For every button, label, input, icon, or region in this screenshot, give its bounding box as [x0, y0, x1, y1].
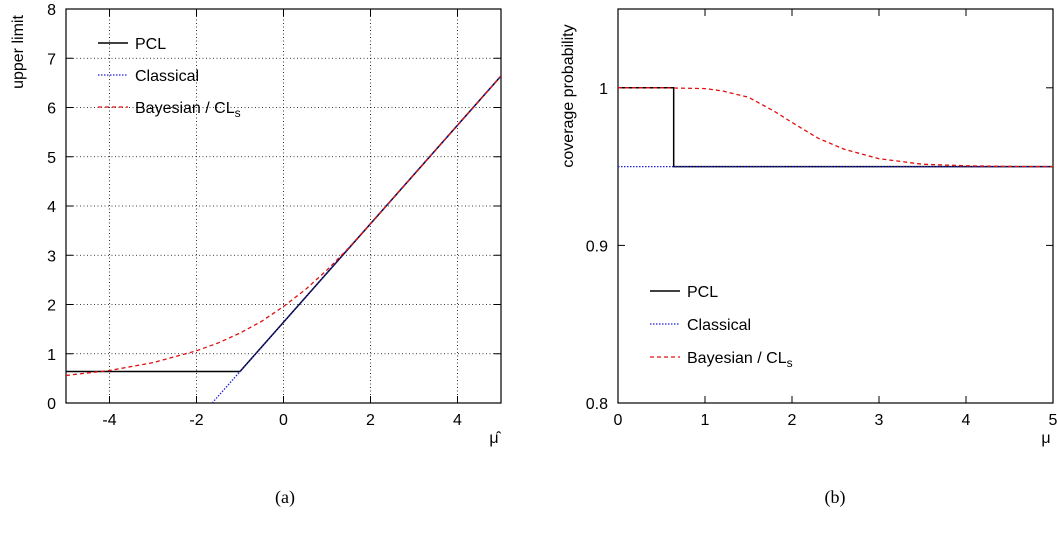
series-line-pcl — [618, 87, 1053, 168]
y-tick-label: 6 — [47, 101, 56, 118]
x-tick-label: 0 — [279, 412, 288, 429]
x-tick-label: 0 — [614, 412, 623, 429]
y-tick-label: 0 — [47, 396, 56, 413]
x-tick-label: -2 — [189, 412, 203, 429]
legend-label: Bayesian / CLs — [687, 350, 793, 370]
legend-label: Bayesian / CLs — [135, 100, 241, 120]
y-tick-label: 5 — [47, 150, 56, 167]
y-tick-label: 1 — [599, 81, 608, 98]
plot-frame — [617, 8, 1054, 404]
x-tick-label: 5 — [1049, 412, 1057, 429]
y-tick-label: 2 — [47, 298, 56, 315]
y-tick-label: 4 — [47, 199, 56, 216]
y-tick-label: 7 — [47, 51, 56, 68]
series-line-bayesian-cl-s — [66, 75, 501, 377]
x-tick-label: 3 — [875, 412, 884, 429]
legend: PCL Classical Bayesian / CLs — [650, 284, 793, 370]
legend: PCL Classical Bayesian / CLs — [98, 36, 241, 120]
x-tick-label: 1 — [701, 412, 710, 429]
legend-label: PCL — [687, 284, 718, 301]
y-tick-label: 0.9 — [586, 238, 608, 255]
x-tick-label: 2 — [366, 412, 375, 429]
y-tick-label: 8 — [47, 2, 56, 19]
x-tick-label: 4 — [453, 412, 462, 429]
legend-label: Classical — [687, 317, 751, 334]
y-tick-label: 0.8 — [586, 396, 608, 413]
x-tick-label: -4 — [102, 412, 116, 429]
series-line-pcl — [66, 75, 501, 373]
panel-a-chart: -4 -2 0 2 4 0 1 2 3 4 5 6 7 8 PCL Classical Bayesian / C… — [10, 2, 502, 508]
panel-caption: (a) — [275, 487, 295, 508]
y-axis-label: coverage probability — [560, 24, 577, 167]
x-tick-label: 4 — [962, 412, 971, 429]
y-tick-label: 3 — [47, 248, 56, 265]
x-axis-label: μ̂ — [489, 430, 501, 447]
panel-b-chart: 0 1 2 3 4 5 0.8 0.9 1 PCL Classical Bayesian / CLs μ… — [560, 8, 1057, 508]
legend-label: PCL — [135, 36, 166, 53]
x-axis-label: μ — [1041, 430, 1050, 447]
y-axis-label: upper limit — [10, 15, 27, 89]
x-tick-label: 2 — [788, 412, 797, 429]
y-tick-label: 1 — [47, 347, 56, 364]
legend-label: Classical — [135, 68, 199, 85]
panel-caption: (b) — [825, 487, 846, 508]
series-line-bayesian-cl-s — [618, 87, 1053, 168]
